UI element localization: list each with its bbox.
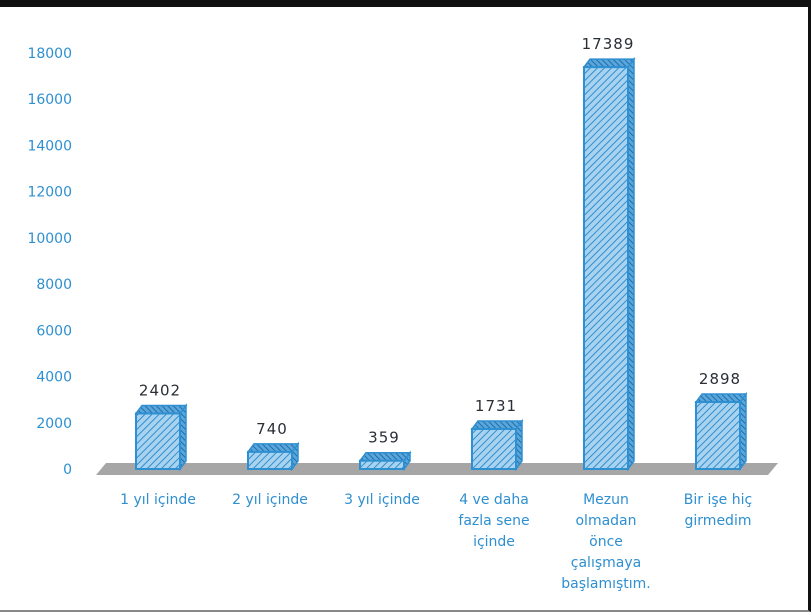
data-label-4: 1731 [475,397,517,415]
bar-top [358,451,412,462]
bar-front [359,459,405,471]
category-label-line: başlamıştım. [561,576,651,592]
bar-6 [694,391,748,472]
chart-floor [96,463,778,475]
bar-top [582,58,636,68]
bar-5 [582,56,636,472]
category-label-3: 3 yıl içinde [344,492,420,508]
bar-front [695,401,741,470]
category-label-line: 2 yıl içinde [232,492,308,508]
y-tick-label: 6000 [36,323,72,339]
y-tick-label: 10000 [27,231,72,247]
bar-front [583,66,629,471]
data-label-6: 2898 [699,370,741,388]
category-label-6: Bir işe hiç girmedim [684,492,752,529]
category-label-line: çalışmaya [571,555,641,571]
category-label-line: 3 yıl içinde [344,492,420,508]
bar-1 [134,403,188,472]
bar-front [247,450,293,470]
bar-top [470,420,524,430]
category-label-1: 1 yıl içinde [120,492,196,508]
bar-top [246,443,300,453]
category-label-4: 4 ve daha fazla sene içinde [458,492,529,550]
y-axis-ticks: 0 2000 4000 6000 8000 10000 12000 14000 16000 180… [27,46,72,478]
y-tick-label: 16000 [27,92,72,108]
bar-top [694,393,748,403]
category-label-line: fazla sene [458,513,529,529]
y-tick-label: 4000 [36,370,72,386]
category-label-2: 2 yıl içinde [232,492,308,508]
category-label-line: Bir işe hiç [684,492,752,508]
x-axis-labels: 1 yıl içinde 2 yıl içinde 3 yıl içinde 4 ve… [120,492,752,592]
data-label-3: 359 [368,429,400,447]
bar-2 [246,441,300,472]
data-label-2: 740 [256,420,288,438]
bars [134,56,748,472]
y-tick-label: 2000 [36,416,72,432]
column-chart: 0 2000 4000 6000 8000 10000 12000 14000 16000 180… [27,35,778,592]
y-tick-label: 12000 [27,185,72,201]
category-label-line: içinde [473,534,515,550]
y-tick-label: 14000 [27,138,72,154]
category-label-line: olmadan [575,513,636,529]
bar-3 [358,450,412,472]
floor-band [96,463,778,475]
category-label-line: önce [589,534,623,550]
bar-4 [470,418,524,472]
y-tick-label: 8000 [36,277,72,293]
bar-front [135,412,181,471]
category-label-line: girmedim [685,513,752,529]
category-label-line: 4 ve daha [459,492,529,508]
category-label-line: 1 yıl içinde [120,492,196,508]
category-label-5: Mezun olmadan önce çalışmaya başlamıştım. [561,492,651,592]
data-labels: 2402 740 359 1731 17389 2898 [139,35,741,447]
bar-front [471,427,517,470]
category-label-line: Mezun [583,492,629,508]
y-tick-label: 0 [63,462,72,478]
data-label-1: 2402 [139,381,181,399]
y-tick-label: 18000 [27,46,72,62]
data-label-5: 17389 [582,35,635,53]
bar-top [134,404,188,415]
